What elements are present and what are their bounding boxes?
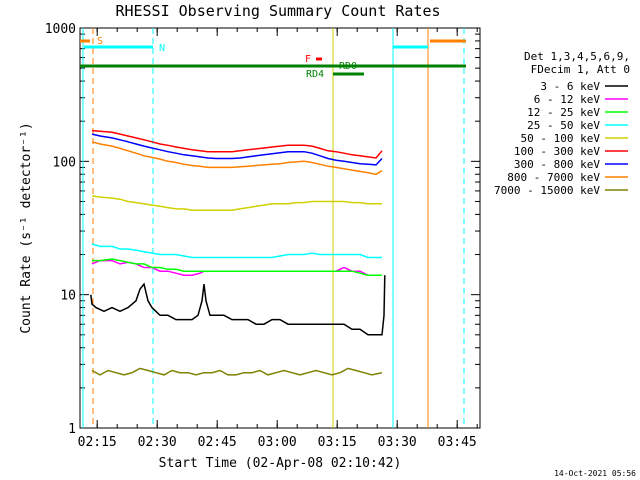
vertical-markers <box>82 28 465 428</box>
plot-frame <box>79 27 481 429</box>
plot-border <box>79 27 481 429</box>
x-axis: 02:15 02:30 02:45 03:00 03:15 03:30 03:45 <box>78 28 478 450</box>
annotation-f: F <box>305 54 311 65</box>
annotation-n: N <box>159 43 165 54</box>
series-line-0 <box>90 275 386 336</box>
annotation-rd0: RD0 <box>339 61 357 72</box>
y-tick-label: 1 <box>68 422 76 437</box>
x-tick-label: 03:00 <box>258 435 297 450</box>
y-tick-label: 10 <box>60 289 76 304</box>
legend-label: 100 - 300 keV <box>514 145 600 158</box>
x-tick-label: 02:45 <box>198 435 237 450</box>
x-axis-label: Start Time (02-Apr-08 02:10:42) <box>159 456 402 471</box>
series-line-7 <box>91 141 383 176</box>
status-bars: S N F RD0 RD4 <box>80 36 466 80</box>
legend-header: FDecim 1, Att 0 <box>531 63 630 76</box>
y-axis: 1 10 100 1000 <box>45 22 480 437</box>
series-line-2 <box>92 258 382 276</box>
x-tick-label: 02:15 <box>78 435 117 450</box>
chart-title: RHESSI Observing Summary Count Rates <box>115 2 440 20</box>
timestamp: 14-Oct-2021 05:56 <box>554 469 636 478</box>
y-tick-label: 100 <box>53 155 76 170</box>
annotation-s: S <box>97 36 103 47</box>
x-tick-label: 03:45 <box>438 435 477 450</box>
legend-label: 50 - 100 keV <box>521 132 601 145</box>
series-line-8 <box>91 367 383 376</box>
series-line-6 <box>91 133 383 166</box>
legend-label: 12 - 25 keV <box>527 106 600 119</box>
x-tick-label: 02:30 <box>138 435 177 450</box>
x-tick-label: 03:30 <box>378 435 417 450</box>
series-layer <box>90 129 386 376</box>
y-tick-label: 1000 <box>45 22 76 37</box>
legend: Det 1,3,4,5,6,9,FDecim 1, Att 0 3 - 6 keV… <box>494 50 630 197</box>
legend-label: 300 - 800 keV <box>514 158 600 171</box>
x-tick-label: 03:15 <box>318 435 357 450</box>
series-line-4 <box>91 195 382 211</box>
series-line-3 <box>91 243 382 259</box>
annotation-rd4: RD4 <box>306 69 324 80</box>
legend-label: 800 - 7000 keV <box>507 171 600 184</box>
legend-header: Det 1,3,4,5,6,9, <box>524 50 630 63</box>
legend-label: 25 - 50 keV <box>527 119 600 132</box>
legend-label: 3 - 6 keV <box>540 80 600 93</box>
legend-label: 6 - 12 keV <box>534 93 601 106</box>
y-axis-label: Count Rate (s⁻¹ detector⁻¹) <box>19 122 34 333</box>
legend-label: 7000 - 15000 keV <box>494 184 600 197</box>
series-line-5 <box>91 129 383 159</box>
